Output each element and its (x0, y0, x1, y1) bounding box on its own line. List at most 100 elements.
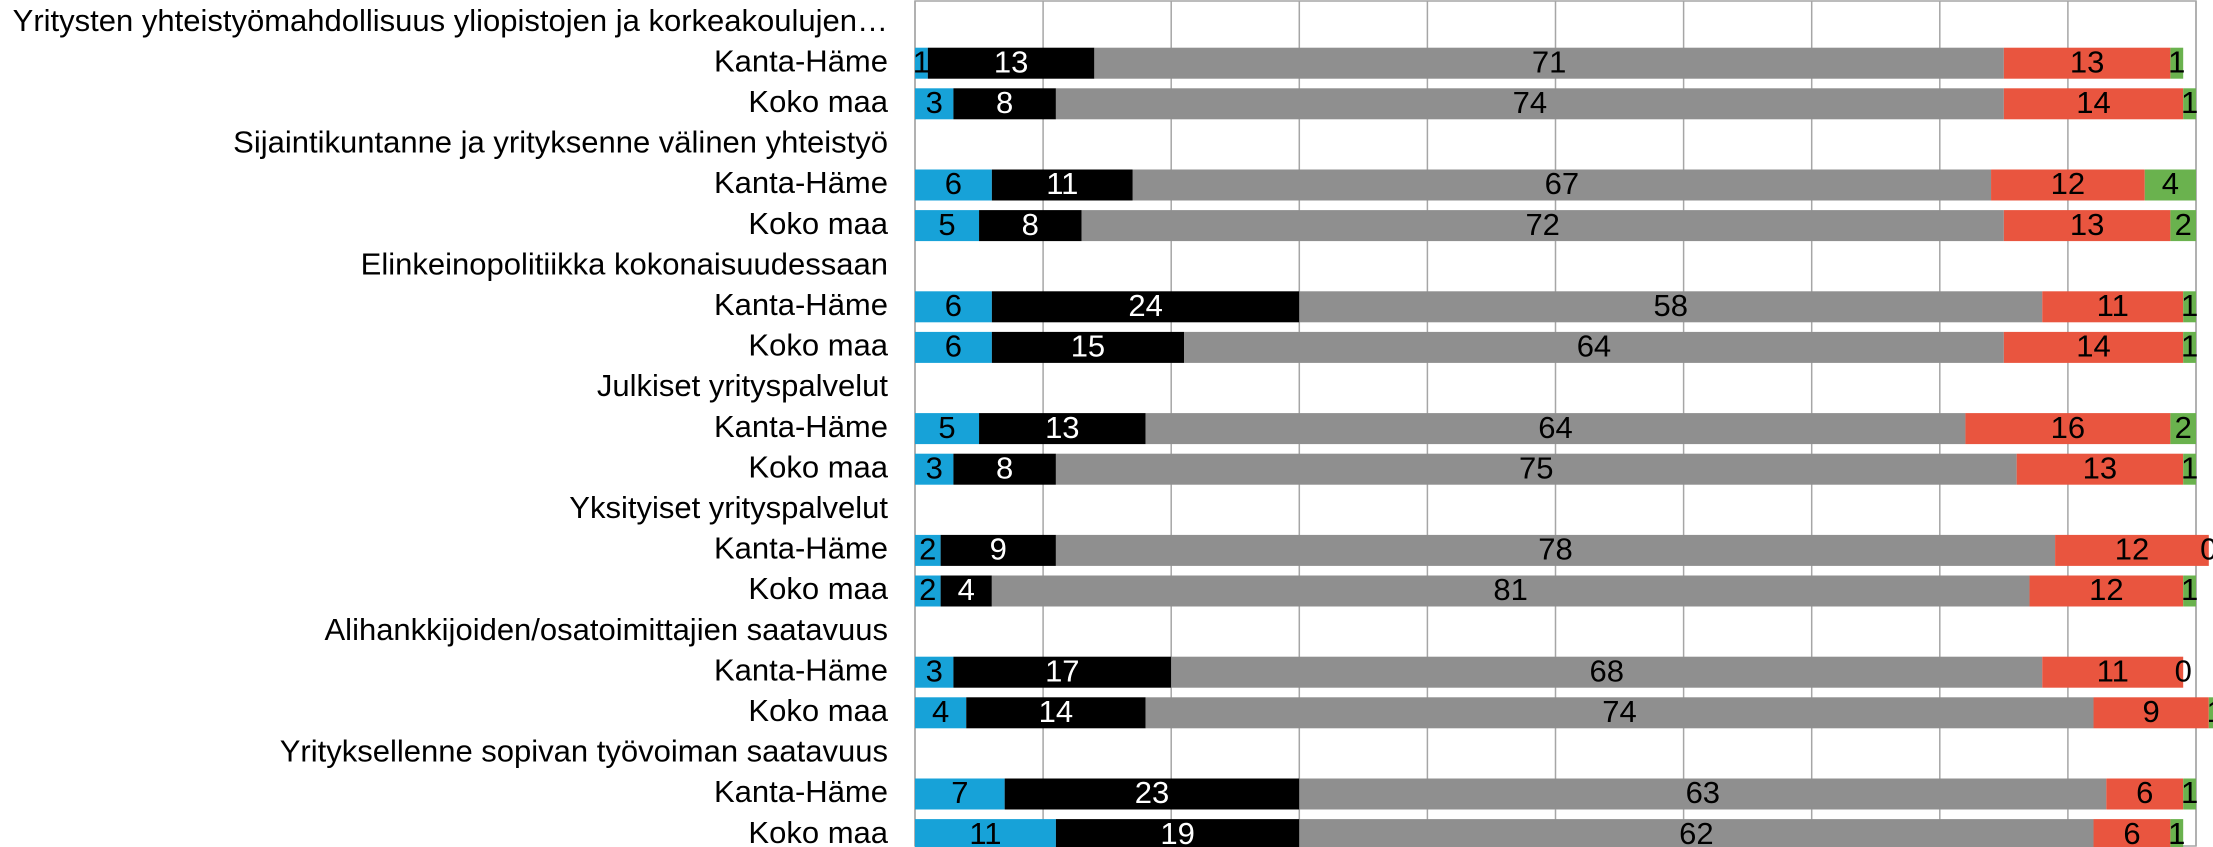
data-label: 12 (2051, 166, 2085, 201)
bar-segment (953, 656, 1172, 688)
data-label: 62 (1679, 816, 1713, 847)
bar-segment (915, 697, 967, 729)
data-label: 72 (1525, 207, 1559, 242)
bar-segment (2093, 819, 2171, 847)
data-label: 1 (2181, 288, 2198, 323)
data-label: 1 (2207, 694, 2213, 729)
data-label: 1 (2181, 85, 2198, 120)
category-label: Sijaintikuntanne ja yrityksenne välinen … (233, 125, 888, 160)
bar-segment (1299, 291, 2043, 323)
data-label: 1 (2181, 775, 2198, 810)
bar-segment (940, 534, 1056, 566)
bar-segment (915, 169, 992, 201)
bar-segment (915, 291, 992, 323)
data-label: 1 (913, 44, 930, 79)
data-label: 11 (1046, 166, 1078, 201)
category-label: Yrityksellenne sopivan työvoiman saatavu… (280, 734, 888, 769)
data-label: 8 (996, 85, 1013, 120)
category-label: Koko maa (748, 206, 888, 241)
data-label: 13 (2070, 207, 2104, 242)
bar-segment (2016, 453, 2184, 485)
bar-segment (991, 291, 1300, 323)
data-label: 2 (2175, 207, 2192, 242)
data-label: 19 (1160, 816, 1194, 847)
category-label: Kanta-Häme (714, 287, 888, 322)
data-label: 6 (2123, 816, 2140, 847)
data-label: 64 (1577, 329, 1611, 364)
category-label: Yritysten yhteistyömahdollisuus yliopist… (13, 3, 888, 38)
data-label: 63 (1686, 775, 1720, 810)
bar-segment (2183, 291, 2196, 323)
bar-segment (1055, 453, 2017, 485)
bar-segment (979, 210, 1082, 242)
bar-segment (1055, 88, 2004, 120)
bar-segment (953, 453, 1056, 485)
data-label: 6 (945, 166, 962, 201)
bar-segment (2183, 778, 2196, 810)
bar-segment (2183, 453, 2196, 485)
data-label: 8 (996, 450, 1013, 485)
bar-segment (915, 453, 954, 485)
data-label: 4 (958, 572, 975, 607)
data-label: 6 (945, 288, 962, 323)
data-label: 14 (2076, 85, 2110, 120)
category-label: Koko maa (748, 815, 888, 847)
bar-segment (2170, 413, 2196, 445)
data-label: 1 (2168, 44, 2185, 79)
bar-segment (1004, 778, 1300, 810)
data-label: 7 (951, 775, 968, 810)
data-label: 11 (2097, 288, 2129, 323)
bar-segment (2170, 819, 2184, 847)
bar-segment (2183, 88, 2196, 120)
bar-segment (1145, 697, 2094, 729)
bar-segment (2003, 88, 2184, 120)
bar-segment (915, 656, 954, 688)
category-label: Kanta-Häme (714, 409, 888, 444)
data-label: 71 (1532, 44, 1566, 79)
bar-segment (2170, 210, 2196, 242)
category-label: Kanta-Häme (714, 165, 888, 200)
bar-segment (2042, 291, 2184, 323)
data-label: 16 (2051, 410, 2085, 445)
data-label: 6 (945, 329, 962, 364)
category-label: Koko maa (748, 571, 888, 606)
data-label: 5 (938, 207, 955, 242)
data-label: 75 (1519, 450, 1553, 485)
bar-segment (927, 47, 1095, 79)
data-label: 74 (1513, 85, 1547, 120)
data-label: 67 (1545, 166, 1579, 201)
data-label: 3 (926, 653, 943, 688)
bar-segment (915, 819, 1056, 847)
bar-segment (2170, 47, 2184, 79)
data-label: 12 (2089, 572, 2123, 607)
data-label: 3 (926, 85, 943, 120)
bar-segment (2106, 778, 2184, 810)
data-label: 81 (1493, 572, 1527, 607)
data-label: 74 (1602, 694, 1636, 729)
data-label: 12 (2115, 532, 2149, 567)
bar-segment (1094, 47, 2004, 79)
bar-segment (2208, 697, 2213, 729)
bar-segment (2183, 575, 2196, 607)
bar-segment (991, 331, 1185, 363)
data-label: 2 (919, 532, 936, 567)
data-label: 14 (2076, 329, 2110, 364)
data-label: 14 (1039, 694, 1073, 729)
bar-segment (1055, 819, 1300, 847)
data-label: 6 (2136, 775, 2153, 810)
data-label: 4 (2162, 166, 2179, 201)
data-label: 5 (938, 410, 955, 445)
data-label: 2 (919, 572, 936, 607)
data-label: 9 (990, 532, 1007, 567)
data-label: 9 (2143, 694, 2160, 729)
bar-segment (1299, 819, 2094, 847)
data-label: 1 (2168, 816, 2185, 847)
bar-segment (915, 47, 928, 79)
data-label: 11 (2097, 653, 2129, 688)
bar-segment (966, 697, 1146, 729)
bar-segment (2003, 331, 2184, 363)
category-label: Koko maa (748, 449, 888, 484)
bar-segment (1171, 656, 2043, 688)
bar-segment (1055, 534, 2056, 566)
